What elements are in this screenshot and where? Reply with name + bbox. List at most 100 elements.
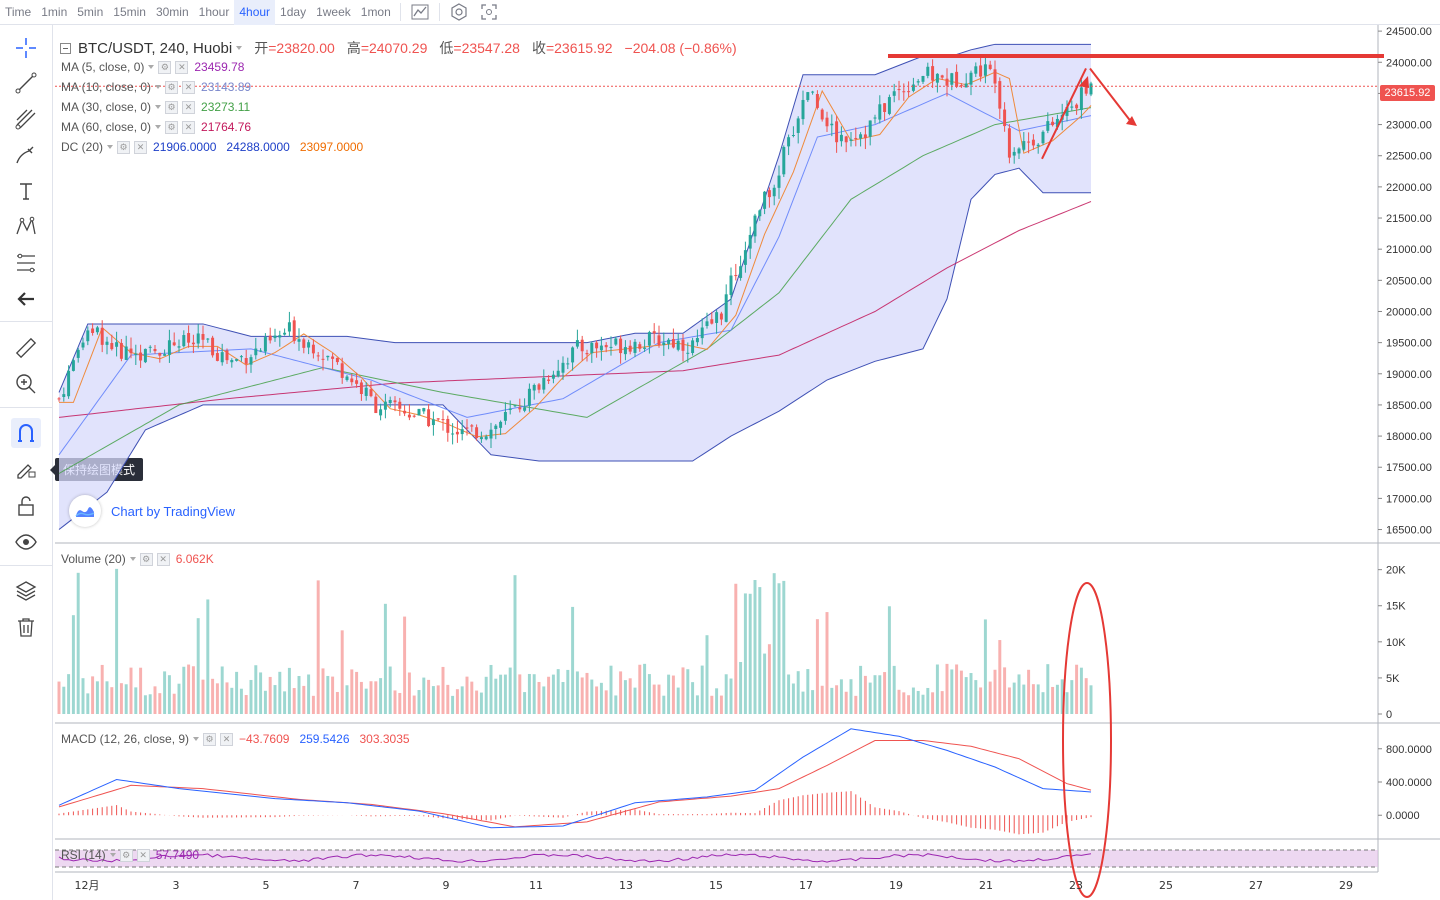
chevron-down-icon[interactable] [107,145,114,149]
lock-icon[interactable] [11,491,41,521]
volume-bar [950,669,954,714]
settings-icon[interactable]: ⚙ [139,552,153,566]
candle-body [815,94,819,108]
back-arrow-icon[interactable] [11,284,41,314]
chevron-down-icon[interactable] [155,85,162,89]
candle-body [619,338,623,354]
volume-bar [345,685,349,714]
chevron-down-icon[interactable] [129,557,136,561]
candle-body [796,118,800,133]
timeframe-5min[interactable]: 5min [77,4,104,19]
close-icon[interactable]: ✕ [220,732,234,746]
timeframe-1hour[interactable]: 1hour [198,4,230,19]
candle-body [859,134,863,139]
close-icon[interactable]: ✕ [175,60,189,74]
volume-bar [767,644,771,714]
pitchfork-icon[interactable] [11,104,41,134]
close-icon[interactable]: ✕ [182,100,196,114]
trend-line-icon[interactable] [11,68,41,98]
timeframe-1week[interactable]: 1week [316,4,351,19]
volume-bar [187,664,191,714]
settings-icon[interactable]: ⚙ [165,100,179,114]
candle-body [1070,106,1074,108]
chevron-down-icon[interactable] [155,105,162,109]
pattern-icon[interactable] [11,212,41,242]
volume-bar [105,681,109,714]
timeframe-4hour[interactable]: 4hour [234,0,276,25]
settings-icon[interactable]: ⚙ [165,120,179,134]
settings-icon[interactable]: ⚙ [203,732,217,746]
volume-bar [460,686,464,714]
layers-icon[interactable] [11,576,41,606]
chart-type-icon[interactable] [409,2,431,22]
candle-body [62,394,66,397]
volume-bar [244,695,248,714]
volume-bar [662,695,666,714]
volume-tick-label: 15K [1386,601,1406,613]
ma30-label: MA (30, close, 0) [61,100,152,114]
settings-icon[interactable]: ⚙ [119,848,133,862]
settings-icon[interactable]: ⚙ [158,60,172,74]
settings-icon[interactable]: ⚙ [117,140,131,154]
candle-body [465,427,469,429]
candle-body [772,187,776,197]
timeframe-1mon[interactable]: 1mon [360,4,391,19]
magnet-icon[interactable] [11,418,41,448]
volume-bar [681,667,685,714]
volume-bar [369,681,373,714]
candle-body [863,134,867,139]
close-icon[interactable]: ✕ [156,552,170,566]
fullscreen-icon[interactable] [478,2,500,22]
timeframe-time[interactable]: Time [5,4,32,19]
chevron-down-icon[interactable] [236,46,243,50]
settings-icon[interactable] [448,2,470,22]
close-icon[interactable]: ✕ [182,120,196,134]
timeframe-15min[interactable]: 15min [113,4,146,19]
chevron-down-icon[interactable] [109,853,116,857]
crosshair-icon[interactable] [11,33,41,63]
volume-bar [95,681,99,714]
candle-body [551,374,555,379]
timeframe-30min[interactable]: 30min [155,4,189,19]
candle-body [86,330,90,342]
stay-in-drawing-mode-icon[interactable] [11,454,41,484]
candle-body [955,71,959,87]
candle-body [715,312,719,323]
volume-bar [1031,684,1035,714]
volume-bar [225,682,229,714]
close-icon[interactable]: ✕ [134,140,148,154]
zoom-in-icon[interactable] [11,369,41,399]
timeframe-1min[interactable]: 1min [41,4,68,19]
toolbar-divider [0,565,53,566]
eye-icon[interactable] [11,527,41,557]
date-tick-label: 3 [173,879,180,892]
settings-icon[interactable]: ⚙ [165,80,179,94]
toolbar-divider [438,3,440,21]
macd-signal-value: 303.3035 [359,732,410,746]
tradingview-watermark[interactable]: Chart by TradingView [69,495,235,527]
volume-bar [1051,686,1055,714]
volume-bar [129,667,133,714]
candle-body [76,349,80,358]
candle-body [523,407,527,411]
brush-icon[interactable] [11,140,41,170]
toolbar-divider [0,321,53,322]
timeframe-1day[interactable]: 1day [280,4,307,19]
text-tool-icon[interactable] [11,176,41,206]
chevron-down-icon[interactable] [155,125,162,129]
volume-tick-label: 10K [1386,637,1406,649]
ma10-legend: MA (10, close, 0) ⚙ ✕ 23143.89 [61,80,251,94]
ruler-icon[interactable] [11,333,41,363]
candle-body [628,345,632,352]
close-icon[interactable]: ✕ [136,848,150,862]
fib-retracement-icon[interactable] [11,248,41,278]
chevron-down-icon[interactable] [193,737,200,741]
trash-icon[interactable] [11,612,41,642]
volume-bar [167,675,171,714]
volume-bar [974,680,978,714]
candle-body [503,411,507,421]
collapse-icon[interactable] [60,42,71,54]
close-icon[interactable]: ✕ [182,80,196,94]
chevron-down-icon[interactable] [148,65,155,69]
